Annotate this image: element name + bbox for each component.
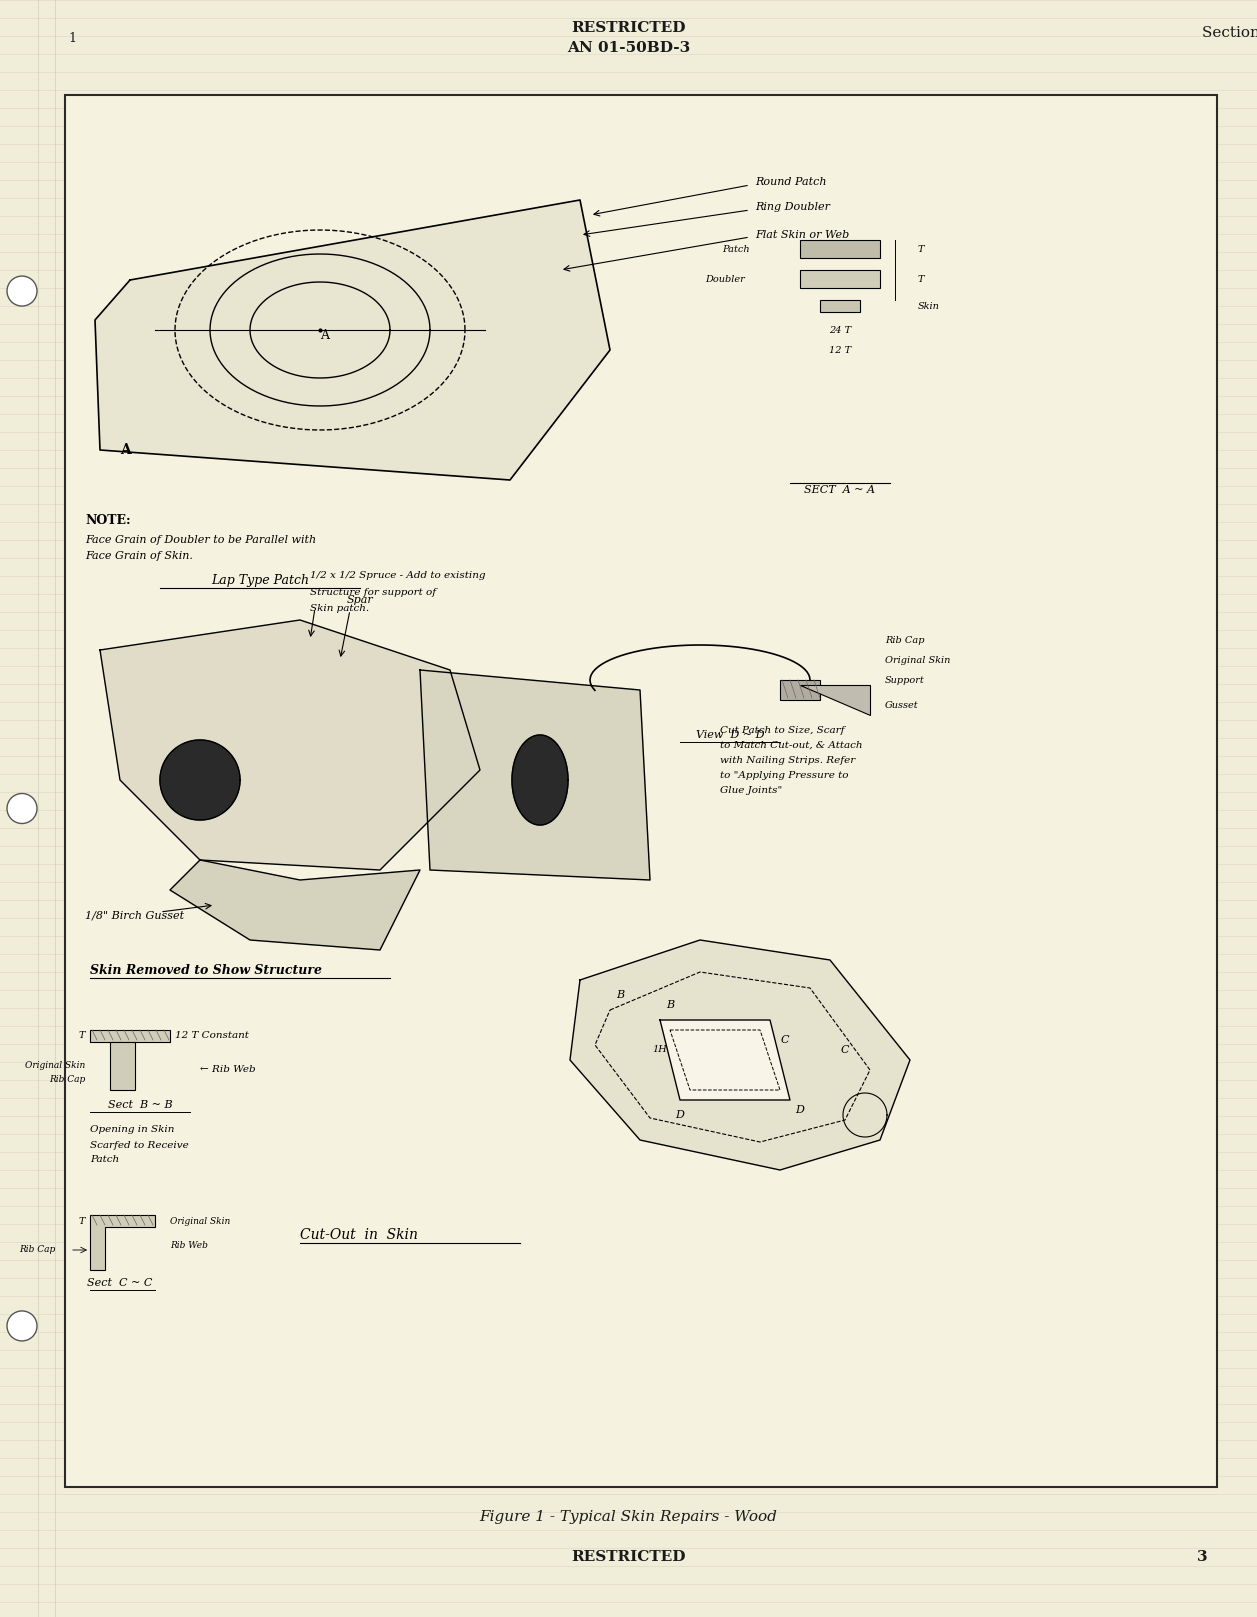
Circle shape [8, 277, 36, 306]
Text: Scarfed to Receive: Scarfed to Receive [91, 1140, 189, 1150]
Text: 1H: 1H [652, 1046, 667, 1054]
Text: T: T [78, 1032, 85, 1040]
Text: Lap Type Patch: Lap Type Patch [211, 574, 309, 587]
Text: Face Grain of Skin.: Face Grain of Skin. [85, 551, 192, 561]
Polygon shape [820, 301, 860, 312]
Text: D: D [675, 1109, 685, 1121]
Text: Rib Cap: Rib Cap [19, 1245, 55, 1255]
Text: 3: 3 [1197, 1551, 1207, 1564]
Text: Opening in Skin: Opening in Skin [91, 1125, 175, 1135]
Text: 1/2 x 1/2 Spruce - Add to existing: 1/2 x 1/2 Spruce - Add to existing [310, 571, 485, 579]
Text: View  D ~ D: View D ~ D [696, 729, 764, 741]
Text: Ring Doubler: Ring Doubler [755, 202, 830, 212]
Text: AN 01-50BD-3: AN 01-50BD-3 [567, 40, 690, 55]
Polygon shape [512, 736, 568, 825]
Polygon shape [160, 741, 240, 820]
Text: A: A [321, 328, 329, 341]
Text: 24 T: 24 T [828, 325, 851, 335]
Text: to Match Cut-out, & Attach: to Match Cut-out, & Attach [720, 741, 862, 750]
Circle shape [8, 1311, 36, 1340]
Text: Gusset: Gusset [885, 700, 919, 710]
Text: B: B [666, 999, 674, 1011]
Text: Patch: Patch [723, 244, 750, 254]
Text: to "Applying Pressure to: to "Applying Pressure to [720, 770, 848, 779]
Text: SECT  A ~ A: SECT A ~ A [804, 485, 875, 495]
Text: Round Patch: Round Patch [755, 176, 827, 188]
Text: Structure for support of: Structure for support of [310, 587, 436, 597]
Polygon shape [660, 1020, 789, 1100]
Text: NOTE:: NOTE: [85, 514, 131, 527]
Text: with Nailing Strips. Refer: with Nailing Strips. Refer [720, 755, 855, 765]
Text: RESTRICTED: RESTRICTED [571, 1551, 686, 1564]
Text: 1/8" Birch Gusset: 1/8" Birch Gusset [85, 910, 184, 920]
Text: B: B [616, 990, 623, 999]
Text: Sect  C ~ C: Sect C ~ C [87, 1277, 152, 1289]
Text: A: A [119, 443, 131, 458]
Text: T: T [918, 244, 924, 254]
Text: C: C [781, 1035, 789, 1045]
Text: ← Rib Web: ← Rib Web [200, 1066, 255, 1075]
Text: Original Skin: Original Skin [25, 1061, 85, 1069]
Text: Skin patch.: Skin patch. [310, 603, 370, 613]
Text: Original Skin: Original Skin [885, 655, 950, 665]
Text: Skin: Skin [918, 301, 940, 310]
Text: 12 T Constant: 12 T Constant [175, 1032, 249, 1040]
Circle shape [8, 794, 36, 823]
Text: 12 T: 12 T [828, 346, 851, 354]
Polygon shape [170, 860, 420, 951]
Polygon shape [781, 681, 820, 700]
Bar [65, 95, 1217, 1488]
Text: Original Skin: Original Skin [170, 1216, 230, 1226]
Text: Spar: Spar [347, 595, 373, 605]
Text: Rib Web: Rib Web [170, 1240, 207, 1250]
Text: C: C [841, 1045, 850, 1054]
Text: Cut Patch to Size, Scarf: Cut Patch to Size, Scarf [720, 726, 845, 734]
Text: T: T [78, 1216, 85, 1226]
Polygon shape [91, 1214, 155, 1269]
Polygon shape [799, 686, 870, 715]
Text: Patch: Patch [91, 1156, 119, 1164]
Polygon shape [799, 239, 880, 259]
Text: Sect  B ~ B: Sect B ~ B [108, 1100, 172, 1109]
Text: D: D [796, 1104, 804, 1116]
Text: Skin Removed to Show Structure: Skin Removed to Show Structure [91, 964, 322, 977]
Text: Rib Cap: Rib Cap [885, 635, 924, 645]
Polygon shape [799, 270, 880, 288]
Text: Figure 1 - Typical Skin Repairs - Wood: Figure 1 - Typical Skin Repairs - Wood [480, 1510, 777, 1523]
Text: RESTRICTED: RESTRICTED [571, 21, 686, 36]
Text: Support: Support [885, 676, 925, 684]
Text: T: T [918, 275, 924, 283]
Polygon shape [420, 669, 650, 880]
Polygon shape [111, 1041, 134, 1090]
Polygon shape [96, 201, 610, 480]
Text: Cut-Out  in  Skin: Cut-Out in Skin [300, 1227, 417, 1242]
Text: 1: 1 [68, 31, 75, 45]
Text: Glue Joints": Glue Joints" [720, 786, 782, 794]
Text: Section I: Section I [1202, 26, 1257, 40]
Text: Doubler: Doubler [705, 275, 745, 283]
Text: Rib Cap: Rib Cap [49, 1075, 85, 1085]
Polygon shape [569, 939, 910, 1171]
Text: Flat Skin or Web: Flat Skin or Web [755, 230, 850, 239]
Polygon shape [101, 619, 480, 870]
Polygon shape [91, 1030, 170, 1041]
Text: Face Grain of Doubler to be Parallel with: Face Grain of Doubler to be Parallel wit… [85, 535, 316, 545]
